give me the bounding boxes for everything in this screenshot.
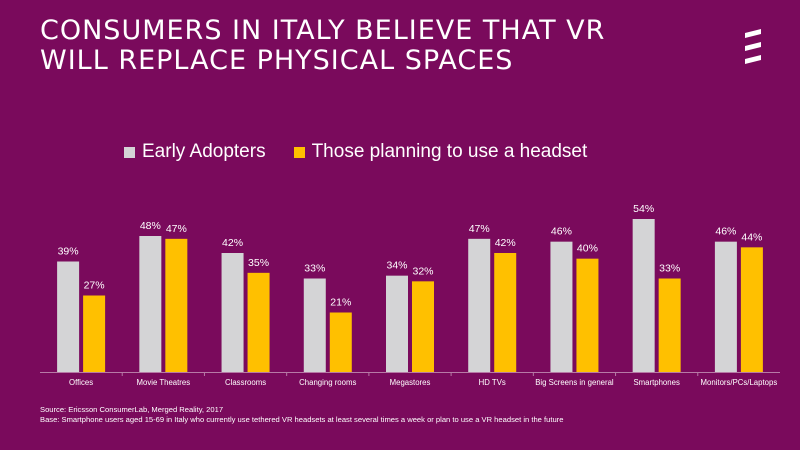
bar-planning — [247, 272, 270, 372]
x-tick-label: Megastores — [390, 378, 431, 387]
bar-early-adopters — [139, 236, 162, 372]
bar-planning — [494, 253, 517, 372]
data-label: 46% — [551, 226, 572, 238]
legend-swatch-planning — [293, 146, 305, 158]
legend-label-early-adopters: Early Adopters — [142, 141, 266, 162]
bar-early-adopters — [57, 261, 80, 372]
x-tick-label: Big Screens in general — [535, 378, 614, 387]
bar-early-adopters — [550, 241, 573, 372]
data-label: 46% — [715, 226, 736, 238]
title-line-2: WILL REPLACE PHYSICAL SPACES — [40, 45, 514, 76]
x-tick-label: Changing rooms — [299, 378, 356, 387]
bar-planning — [83, 295, 106, 372]
data-label: 54% — [633, 203, 654, 215]
data-label: 47% — [166, 223, 187, 235]
data-label: 33% — [659, 263, 680, 275]
footnote-base: Base: Smartphone users aged 15-69 in Ita… — [40, 415, 564, 424]
data-label: 48% — [140, 220, 161, 232]
bar-planning — [740, 247, 763, 372]
legend-item-early-adopters: Early Adopters — [124, 141, 266, 163]
ericsson-logo-icon — [745, 29, 761, 64]
bar-early-adopters — [303, 278, 326, 372]
legend-swatch-early-adopters — [124, 146, 135, 158]
bar-planning — [412, 281, 434, 372]
x-tick-label: Movie Theatres — [137, 378, 191, 387]
x-tick-label: HD TVs — [479, 378, 506, 387]
data-label: 39% — [58, 246, 79, 258]
legend-label-planning: Those planning to use a headset — [311, 141, 588, 162]
bar-planning — [165, 238, 188, 372]
bar-early-adopters — [468, 238, 491, 372]
bar-chart: 39% 27% Offices 48% 47% Movie Theatres 42% 35% C… — [40, 203, 780, 387]
x-tick-label: Smartphones — [633, 378, 679, 387]
bar-early-adopters — [221, 253, 244, 372]
bar-planning — [329, 312, 352, 372]
x-tick-label: Classrooms — [225, 378, 266, 387]
data-label: 44% — [741, 231, 762, 243]
title-line-1: CONSUMERS IN ITALY BELIEVE THAT VR — [40, 15, 606, 46]
footnote: Source: Ericsson ConsumerLab, Merged Rea… — [40, 405, 563, 425]
data-label: 42% — [222, 237, 243, 249]
bar-early-adopters — [714, 241, 737, 372]
bar-planning — [658, 278, 681, 372]
data-label: 35% — [248, 257, 269, 269]
page-title: CONSUMERS IN ITALY BELIEVE THAT VR WILL … — [40, 16, 720, 76]
data-label: 33% — [304, 263, 325, 275]
legend-item-planning: Those planning to use a headset — [293, 141, 588, 163]
data-label: 47% — [469, 223, 490, 235]
x-tick-label: Offices — [69, 378, 93, 387]
data-label: 42% — [495, 237, 516, 249]
x-tick-label: Monitors/PCs/Laptops — [701, 378, 778, 387]
bar-planning — [576, 258, 599, 372]
data-label: 40% — [577, 243, 598, 255]
data-label: 32% — [412, 265, 433, 277]
data-label: 34% — [386, 260, 407, 272]
data-label: 27% — [84, 280, 105, 292]
footnote-source: Source: Ericsson ConsumerLab, Merged Rea… — [40, 405, 224, 414]
bar-early-adopters — [386, 275, 408, 372]
bar-early-adopters — [632, 219, 655, 372]
data-label: 21% — [330, 297, 351, 309]
chart-legend: Early Adopters Those planning to use a h… — [124, 140, 615, 164]
